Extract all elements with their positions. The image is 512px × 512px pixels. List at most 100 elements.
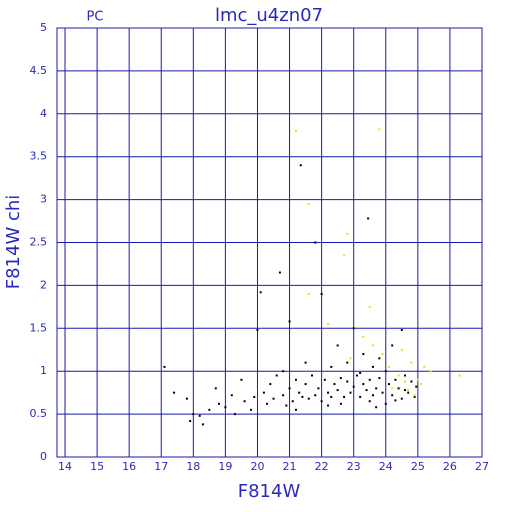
point	[323, 378, 326, 381]
point	[301, 395, 304, 398]
point	[381, 353, 384, 356]
y-tick-label: 5	[40, 21, 47, 34]
point	[371, 365, 374, 368]
point	[291, 400, 294, 403]
point	[163, 365, 166, 368]
x-tick-label: 17	[154, 460, 168, 473]
point	[272, 397, 275, 400]
point	[214, 387, 217, 390]
point	[387, 383, 390, 386]
y-tick-label: 2.5	[30, 236, 48, 249]
point	[371, 344, 374, 347]
point	[330, 365, 333, 368]
point	[394, 399, 397, 402]
point	[384, 402, 387, 405]
point	[294, 408, 297, 411]
point	[346, 380, 349, 383]
point	[407, 389, 410, 392]
x-tick-label: 18	[186, 460, 200, 473]
point	[413, 395, 416, 398]
y-tick-label: 1	[40, 364, 47, 377]
point	[391, 344, 394, 347]
point	[371, 394, 374, 397]
point	[397, 374, 400, 377]
point	[362, 383, 365, 386]
point	[458, 374, 461, 377]
point	[349, 391, 352, 394]
point	[352, 385, 355, 388]
y-tick-label: 2	[40, 278, 47, 291]
point	[413, 394, 416, 397]
point	[368, 305, 371, 308]
y-tick-label: 0	[40, 450, 47, 463]
point	[404, 380, 407, 383]
point	[299, 164, 302, 167]
point	[262, 391, 265, 394]
point	[404, 389, 407, 392]
point	[307, 202, 310, 205]
point	[320, 400, 323, 403]
x-tick-label: 27	[475, 460, 489, 473]
point	[339, 402, 342, 405]
point	[343, 395, 346, 398]
point	[400, 348, 403, 351]
x-tick-label: 19	[218, 460, 232, 473]
point	[304, 361, 307, 364]
x-tick-label: 22	[315, 460, 329, 473]
point	[230, 394, 233, 397]
point	[381, 391, 384, 394]
point	[384, 370, 387, 373]
chart-title: lmc_u4zn07	[215, 5, 323, 26]
point	[224, 406, 227, 409]
x-tick-label: 26	[443, 460, 457, 473]
point	[391, 394, 394, 397]
point	[343, 254, 346, 257]
point	[404, 374, 407, 377]
point	[282, 370, 285, 373]
point	[269, 383, 272, 386]
point	[198, 414, 201, 417]
x-tick-label: 14	[58, 460, 72, 473]
point	[397, 387, 400, 390]
point	[330, 395, 333, 398]
point	[282, 394, 285, 397]
point	[317, 387, 320, 390]
y-tick-label: 4	[40, 107, 47, 120]
point	[339, 377, 342, 380]
point	[250, 408, 253, 411]
y-tick-label: 4.5	[30, 64, 48, 77]
point	[429, 370, 432, 373]
point	[333, 383, 336, 386]
point	[192, 413, 195, 416]
point	[336, 344, 339, 347]
x-axis-label: F814W	[238, 481, 301, 502]
point	[362, 335, 365, 338]
point	[423, 365, 426, 368]
corner-label: PC	[87, 10, 104, 25]
point	[240, 378, 243, 381]
point	[201, 423, 204, 426]
point	[336, 389, 339, 392]
point	[253, 395, 256, 398]
point	[391, 387, 394, 390]
point	[375, 406, 378, 409]
point	[256, 329, 259, 332]
point	[349, 357, 352, 360]
point	[359, 371, 362, 374]
point	[327, 323, 330, 326]
point	[294, 129, 297, 132]
point	[368, 378, 371, 381]
point	[352, 327, 355, 330]
point	[294, 378, 297, 381]
point	[359, 395, 362, 398]
point	[346, 361, 349, 364]
plot-frame	[56, 27, 483, 458]
point	[387, 365, 390, 368]
point	[243, 400, 246, 403]
point	[298, 391, 301, 394]
point	[314, 241, 317, 244]
point	[410, 361, 413, 364]
point	[189, 419, 192, 422]
point	[307, 292, 310, 295]
x-tick-label: 21	[283, 460, 297, 473]
